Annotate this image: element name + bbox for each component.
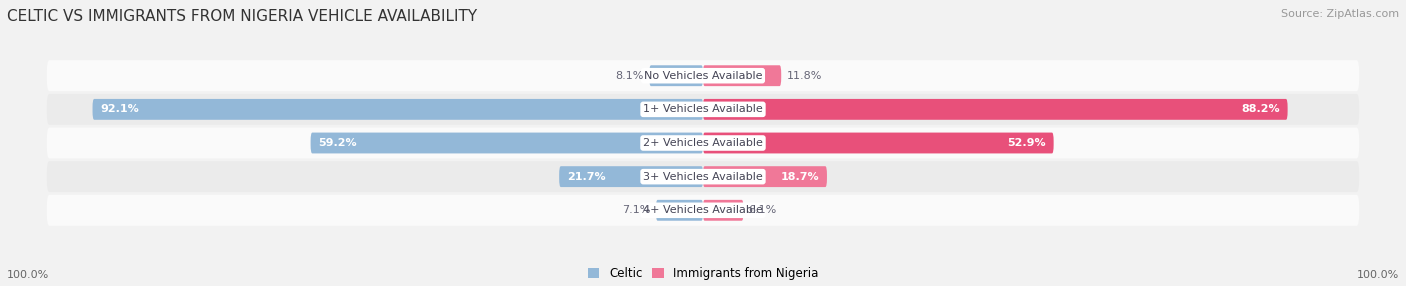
Text: 8.1%: 8.1% xyxy=(616,71,644,81)
Text: 11.8%: 11.8% xyxy=(786,71,823,81)
Text: 18.7%: 18.7% xyxy=(780,172,820,182)
Text: 59.2%: 59.2% xyxy=(319,138,357,148)
FancyBboxPatch shape xyxy=(46,195,1360,226)
FancyBboxPatch shape xyxy=(46,128,1360,158)
FancyBboxPatch shape xyxy=(46,161,1360,192)
Text: 100.0%: 100.0% xyxy=(1357,270,1399,280)
Text: 4+ Vehicles Available: 4+ Vehicles Available xyxy=(643,205,763,215)
FancyBboxPatch shape xyxy=(650,65,703,86)
Text: CELTIC VS IMMIGRANTS FROM NIGERIA VEHICLE AVAILABILITY: CELTIC VS IMMIGRANTS FROM NIGERIA VEHICL… xyxy=(7,9,477,23)
Text: 7.1%: 7.1% xyxy=(623,205,651,215)
Text: 52.9%: 52.9% xyxy=(1007,138,1046,148)
FancyBboxPatch shape xyxy=(703,65,782,86)
FancyBboxPatch shape xyxy=(311,133,703,153)
Text: 92.1%: 92.1% xyxy=(100,104,139,114)
Text: 21.7%: 21.7% xyxy=(567,172,606,182)
Text: 1+ Vehicles Available: 1+ Vehicles Available xyxy=(643,104,763,114)
FancyBboxPatch shape xyxy=(46,94,1360,125)
Legend: Celtic, Immigrants from Nigeria: Celtic, Immigrants from Nigeria xyxy=(588,267,818,280)
Text: 88.2%: 88.2% xyxy=(1241,104,1279,114)
Text: 100.0%: 100.0% xyxy=(7,270,49,280)
Text: Source: ZipAtlas.com: Source: ZipAtlas.com xyxy=(1281,9,1399,19)
FancyBboxPatch shape xyxy=(657,200,703,221)
FancyBboxPatch shape xyxy=(703,200,744,221)
Text: 6.1%: 6.1% xyxy=(749,205,778,215)
FancyBboxPatch shape xyxy=(560,166,703,187)
FancyBboxPatch shape xyxy=(93,99,703,120)
Text: 3+ Vehicles Available: 3+ Vehicles Available xyxy=(643,172,763,182)
FancyBboxPatch shape xyxy=(703,99,1288,120)
FancyBboxPatch shape xyxy=(703,133,1053,153)
FancyBboxPatch shape xyxy=(46,60,1360,91)
FancyBboxPatch shape xyxy=(703,166,827,187)
Text: 2+ Vehicles Available: 2+ Vehicles Available xyxy=(643,138,763,148)
Text: No Vehicles Available: No Vehicles Available xyxy=(644,71,762,81)
